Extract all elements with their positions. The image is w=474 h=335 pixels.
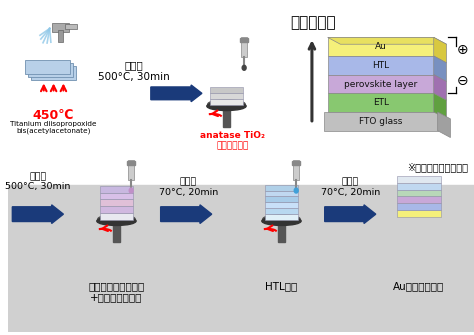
Bar — [127, 161, 135, 165]
Bar — [100, 193, 133, 199]
FancyArrow shape — [161, 205, 212, 223]
Bar — [100, 199, 133, 206]
Ellipse shape — [129, 188, 133, 193]
Ellipse shape — [262, 217, 301, 225]
Bar — [397, 203, 441, 210]
Bar — [265, 214, 298, 220]
Bar — [9, 185, 474, 332]
Text: anatase TiO₂
（水分散液）: anatase TiO₂ （水分散液） — [200, 131, 265, 150]
Text: 450℃: 450℃ — [33, 109, 74, 122]
Text: 熱処理
500°C, 30min: 熱処理 500°C, 30min — [5, 172, 71, 191]
Ellipse shape — [294, 188, 298, 193]
Bar — [397, 196, 441, 203]
Bar — [100, 186, 133, 193]
Polygon shape — [438, 112, 450, 138]
Ellipse shape — [97, 217, 136, 225]
Text: 熱処理
500°C, 30min: 熱処理 500°C, 30min — [98, 60, 170, 81]
Bar — [278, 220, 285, 242]
Bar — [28, 63, 73, 77]
Bar — [265, 191, 298, 196]
Bar — [265, 185, 298, 191]
Bar — [397, 183, 441, 190]
Polygon shape — [434, 75, 447, 100]
Polygon shape — [434, 93, 447, 119]
FancyArrow shape — [151, 85, 202, 102]
Bar — [210, 99, 243, 105]
Text: Au: Au — [375, 42, 387, 51]
Ellipse shape — [242, 65, 246, 70]
Bar — [25, 60, 70, 74]
FancyArrow shape — [325, 205, 376, 223]
Bar — [324, 112, 438, 131]
Text: 積層させる: 積層させる — [290, 15, 336, 30]
Text: perovskite layer: perovskite layer — [344, 79, 417, 88]
Bar — [240, 38, 248, 42]
Bar — [328, 37, 434, 56]
Ellipse shape — [208, 100, 245, 109]
Bar — [210, 93, 243, 99]
Polygon shape — [434, 37, 447, 63]
Bar — [128, 160, 134, 180]
Text: ⊖: ⊖ — [456, 74, 468, 87]
Bar — [397, 210, 441, 217]
Bar — [31, 66, 76, 80]
Bar — [222, 105, 230, 127]
Text: Titanium diisopropoxide
bis(acetylacetonate): Titanium diisopropoxide bis(acetylaceton… — [10, 121, 97, 134]
Bar — [328, 56, 434, 75]
Bar — [241, 37, 247, 57]
Bar — [293, 160, 299, 180]
Bar — [52, 23, 69, 32]
Bar — [328, 75, 434, 93]
Text: FTO glass: FTO glass — [359, 117, 402, 126]
Text: ⊕: ⊕ — [456, 43, 468, 57]
Text: 熱処理
70°C, 20min: 熱処理 70°C, 20min — [158, 178, 218, 197]
Bar — [57, 30, 64, 42]
Bar — [100, 213, 133, 220]
Bar — [328, 93, 434, 112]
Text: ペロブスカイト試薬
+クロロベンゼン: ペロブスカイト試薬 +クロロベンゼン — [88, 281, 145, 303]
Text: ETL: ETL — [373, 98, 389, 107]
Polygon shape — [434, 56, 447, 81]
Bar — [112, 220, 120, 242]
Text: ※グローブボックス内: ※グローブボックス内 — [407, 162, 468, 172]
Ellipse shape — [98, 215, 135, 223]
Text: 熱処理
70°C, 20min: 熱処理 70°C, 20min — [320, 178, 380, 197]
FancyArrow shape — [12, 205, 64, 223]
Bar — [397, 176, 441, 183]
Bar — [397, 190, 441, 196]
Bar — [210, 87, 243, 93]
Bar — [265, 208, 298, 214]
Bar — [65, 23, 77, 28]
Text: Au対極（蜆着）: Au対極（蜆着） — [393, 281, 445, 291]
Text: HTL試薬: HTL試薬 — [265, 281, 298, 291]
Polygon shape — [328, 37, 447, 44]
Ellipse shape — [207, 102, 246, 111]
Ellipse shape — [263, 215, 300, 223]
Bar — [265, 202, 298, 208]
Bar — [292, 161, 300, 165]
Text: HTL: HTL — [372, 61, 389, 70]
Bar — [100, 206, 133, 213]
Bar — [265, 196, 298, 202]
